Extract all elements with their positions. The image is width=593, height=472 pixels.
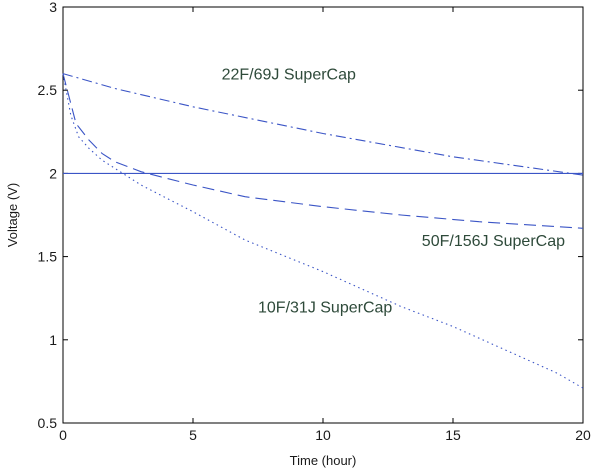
series-line-dashed — [62, 73, 584, 229]
series-line-dash-dot — [62, 73, 584, 176]
series-annotation: 22F/69J SuperCap — [222, 67, 356, 84]
y-tick-label: 1 — [49, 332, 57, 348]
x-tick-label: 0 — [59, 427, 67, 443]
series-annotation: 10F/31J SuperCap — [258, 300, 392, 317]
x-tick-label: 15 — [445, 427, 461, 443]
series-annotation: 50F/156J SuperCap — [422, 233, 565, 250]
y-tick-label: 2 — [49, 165, 57, 181]
y-tick-label: 2.5 — [38, 82, 58, 98]
x-tick-label: 10 — [315, 427, 331, 443]
y-tick-labels: 0.5 1 1.5 2 2.5 3 — [38, 0, 58, 431]
y-tick-label: 3 — [49, 0, 57, 15]
series-line-dotted — [62, 73, 584, 389]
x-tick-labels: 0 5 10 15 20 — [59, 427, 591, 443]
y-tick-label: 0.5 — [38, 415, 58, 431]
series-layer — [62, 73, 584, 389]
y-axis-label: Voltage (V) — [5, 183, 20, 247]
annotation-layer: 22F/69J SuperCap 50F/156J SuperCap 10F/31J… — [222, 67, 566, 317]
x-tick-label: 5 — [189, 427, 197, 443]
x-axis-label: Time (hour) — [290, 453, 357, 468]
x-tick-label: 20 — [575, 427, 591, 443]
y-tick-label: 1.5 — [38, 249, 58, 265]
